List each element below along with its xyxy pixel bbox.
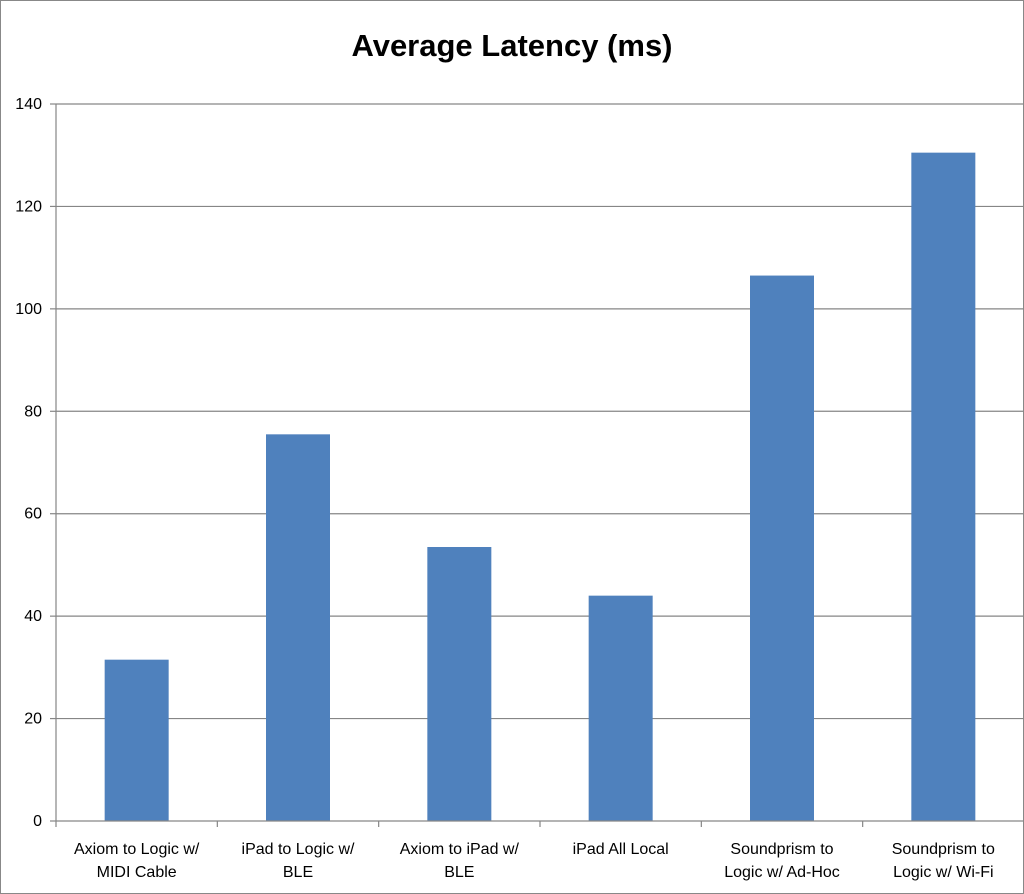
y-tick-label: 120 <box>15 198 42 215</box>
bar <box>911 152 976 821</box>
x-category-label: Axiom to Logic w/MIDI Cable <box>74 841 200 881</box>
bars <box>104 152 976 821</box>
axes <box>50 103 1024 827</box>
y-tick-label: 100 <box>15 301 42 318</box>
y-tick-label: 80 <box>24 403 42 420</box>
x-category-label: Axiom to iPad w/BLE <box>400 841 520 881</box>
y-tick-labels: 0 20 40 60 80 100 120 140 <box>15 96 42 830</box>
x-category-label: iPad All Local <box>573 841 669 858</box>
y-tick-label: 140 <box>15 96 42 113</box>
x-category-label: Soundprism to Logic w/ Wi-Fi <box>892 841 995 881</box>
chart-title: Average Latency (ms) <box>351 28 673 63</box>
y-tick-label: 0 <box>33 813 42 830</box>
bar <box>104 659 169 821</box>
bar <box>266 434 330 821</box>
bar <box>750 275 814 821</box>
x-category-label: Soundprism to Logic w/ Ad-Hoc <box>724 841 840 881</box>
y-tick-label: 40 <box>24 608 42 625</box>
y-tick-label: 20 <box>24 711 42 728</box>
bar <box>427 547 492 821</box>
gridlines <box>56 103 1024 720</box>
x-category-labels: Axiom to Logic w/MIDI Cable iPad to Logic… <box>74 841 995 881</box>
bar <box>588 595 653 821</box>
y-tick-label: 60 <box>24 506 42 523</box>
x-category-label: iPad to Logic w/BLE <box>242 841 356 881</box>
